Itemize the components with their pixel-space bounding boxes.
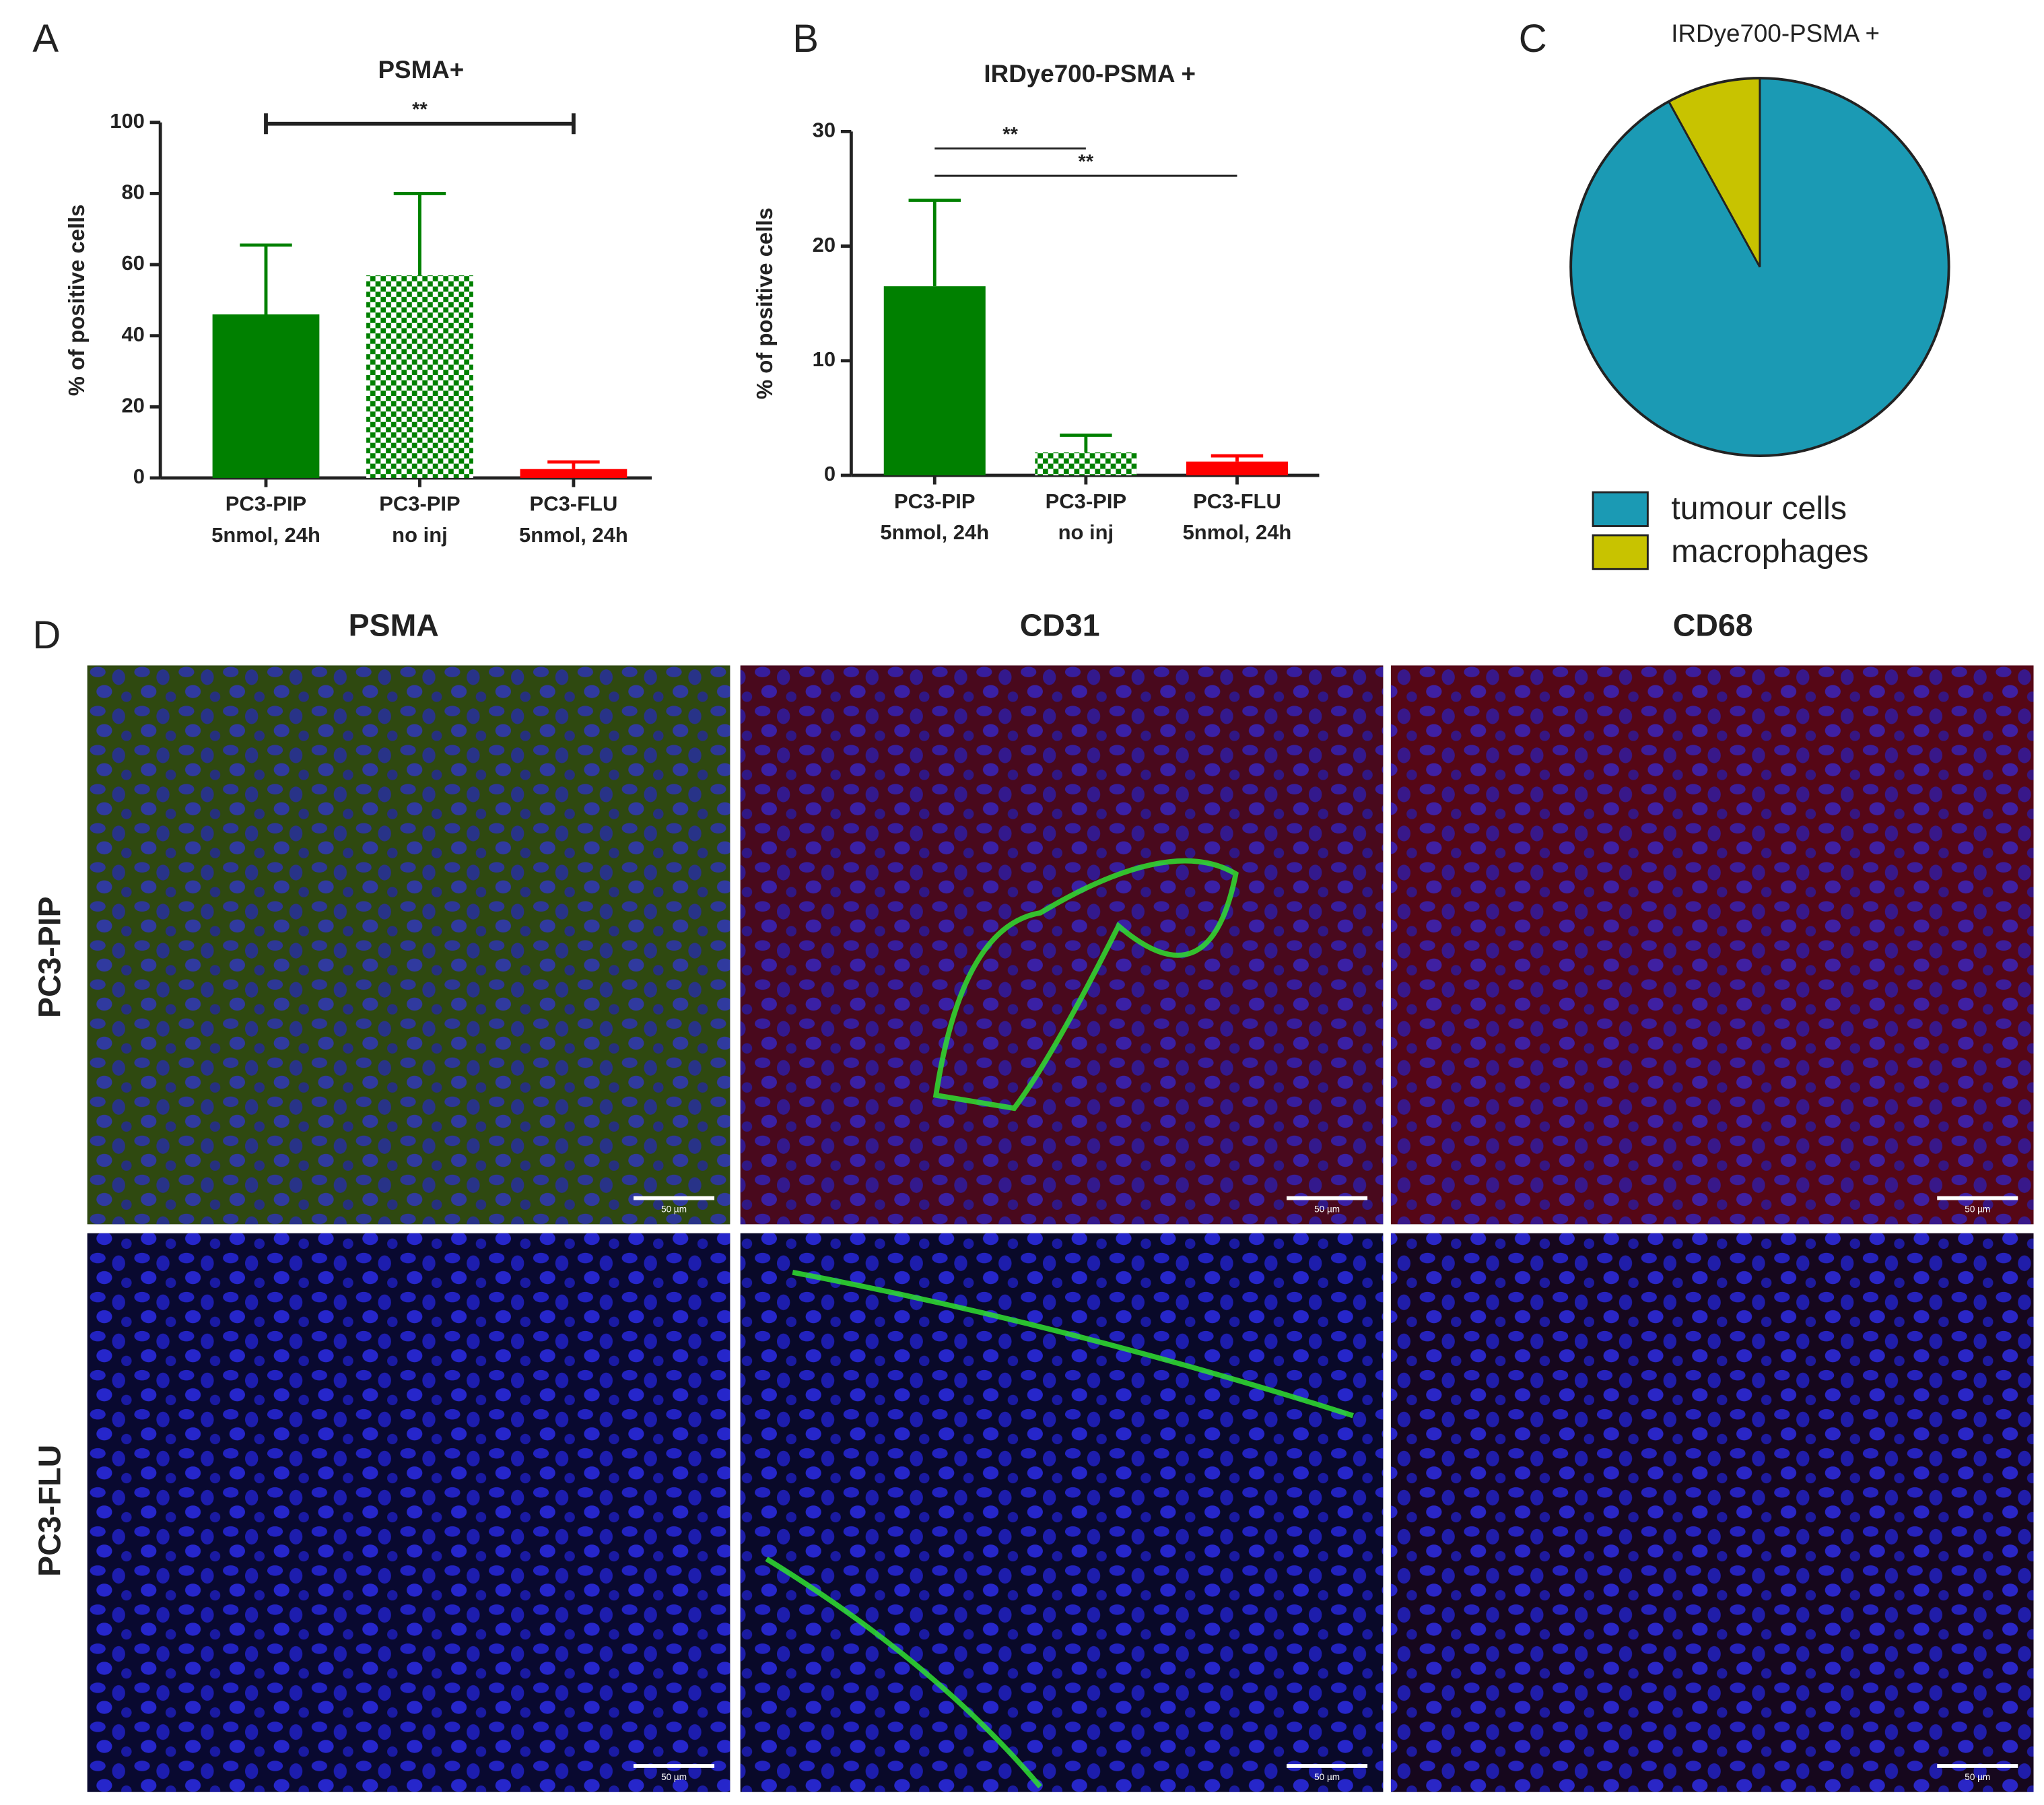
bar [1186,461,1288,476]
scale-bar-label: 50 µm [661,1772,687,1782]
row-title: PC3-FLU [32,1445,67,1577]
micrograph-nuclei [740,665,1384,1225]
legend-label: tumour cells [1671,490,1847,526]
x-tick-label: PC3-PIP [1046,489,1126,513]
x-tick-label: PC3-FLU [1193,489,1281,513]
significance-label: ** [1079,151,1094,172]
chart-title: IRDye700-PSMA + [984,60,1195,88]
column-title: PSMA [349,608,439,643]
x-tick-label: 5nmol, 24h [880,520,989,544]
x-tick-label: 5nmol, 24h [211,523,320,547]
chart-title: IRDye700-PSMA + [1671,20,1880,47]
x-tick-label: PC3-PIP [226,492,306,516]
micrograph-nuclei [87,665,730,1225]
scale-bar-label: 50 µm [1965,1772,1990,1782]
y-tick-label: 10 [813,347,836,371]
panel-label: B [792,17,819,61]
column-title: CD31 [1020,608,1100,643]
y-tick-label: 40 [121,322,144,346]
x-tick-label: PC3-PIP [894,489,975,513]
column-title: CD68 [1673,608,1753,643]
x-tick-label: no inj [1058,520,1114,544]
micrograph-nuclei [740,1233,1384,1792]
y-axis-label: % of positive cells [64,204,89,396]
y-tick-label: 20 [813,233,836,257]
x-tick-label: 5nmol, 24h [1183,520,1292,544]
panel-label: C [1519,17,1547,61]
row-title: PC3-PIP [32,896,67,1018]
bar [883,286,986,476]
y-tick-label: 60 [121,251,144,275]
y-axis-label: % of positive cells [752,207,777,399]
y-tick-label: 30 [813,118,836,142]
panel-label: D [32,613,61,657]
scale-bar-label: 50 µm [1314,1204,1340,1215]
micrograph-nuclei [87,1233,730,1792]
legend-label: macrophages [1671,533,1868,570]
pie-outline [1569,77,1950,457]
panel-label: A [32,17,59,61]
y-tick-label: 80 [121,180,144,204]
vessel [932,858,1239,1112]
legend-swatch [1592,491,1649,527]
y-tick-label: 0 [133,465,145,488]
y-tick-label: 0 [824,462,836,485]
legend-swatch [1592,534,1649,570]
scale-bar-label: 50 µm [1965,1204,1990,1215]
vessel [765,1270,1354,1789]
x-tick-label: 5nmol, 24h [519,523,628,547]
bar [212,314,320,478]
scale-bar-label: 50 µm [1314,1772,1340,1782]
significance-label: ** [412,99,428,121]
y-tick-label: 20 [121,393,144,417]
micrograph-nuclei [1390,665,2034,1225]
bar [366,275,473,478]
chart-title: PSMA+ [378,56,465,83]
bar [520,469,627,478]
y-tick-label: 100 [110,109,145,133]
x-tick-label: PC3-FLU [530,492,618,516]
significance-label: ** [1002,124,1018,145]
micrograph-nuclei [1390,1233,2034,1792]
bar [1035,452,1137,476]
x-tick-label: PC3-PIP [379,492,460,516]
scale-bar-label: 50 µm [661,1204,687,1215]
x-tick-label: no inj [392,523,448,547]
